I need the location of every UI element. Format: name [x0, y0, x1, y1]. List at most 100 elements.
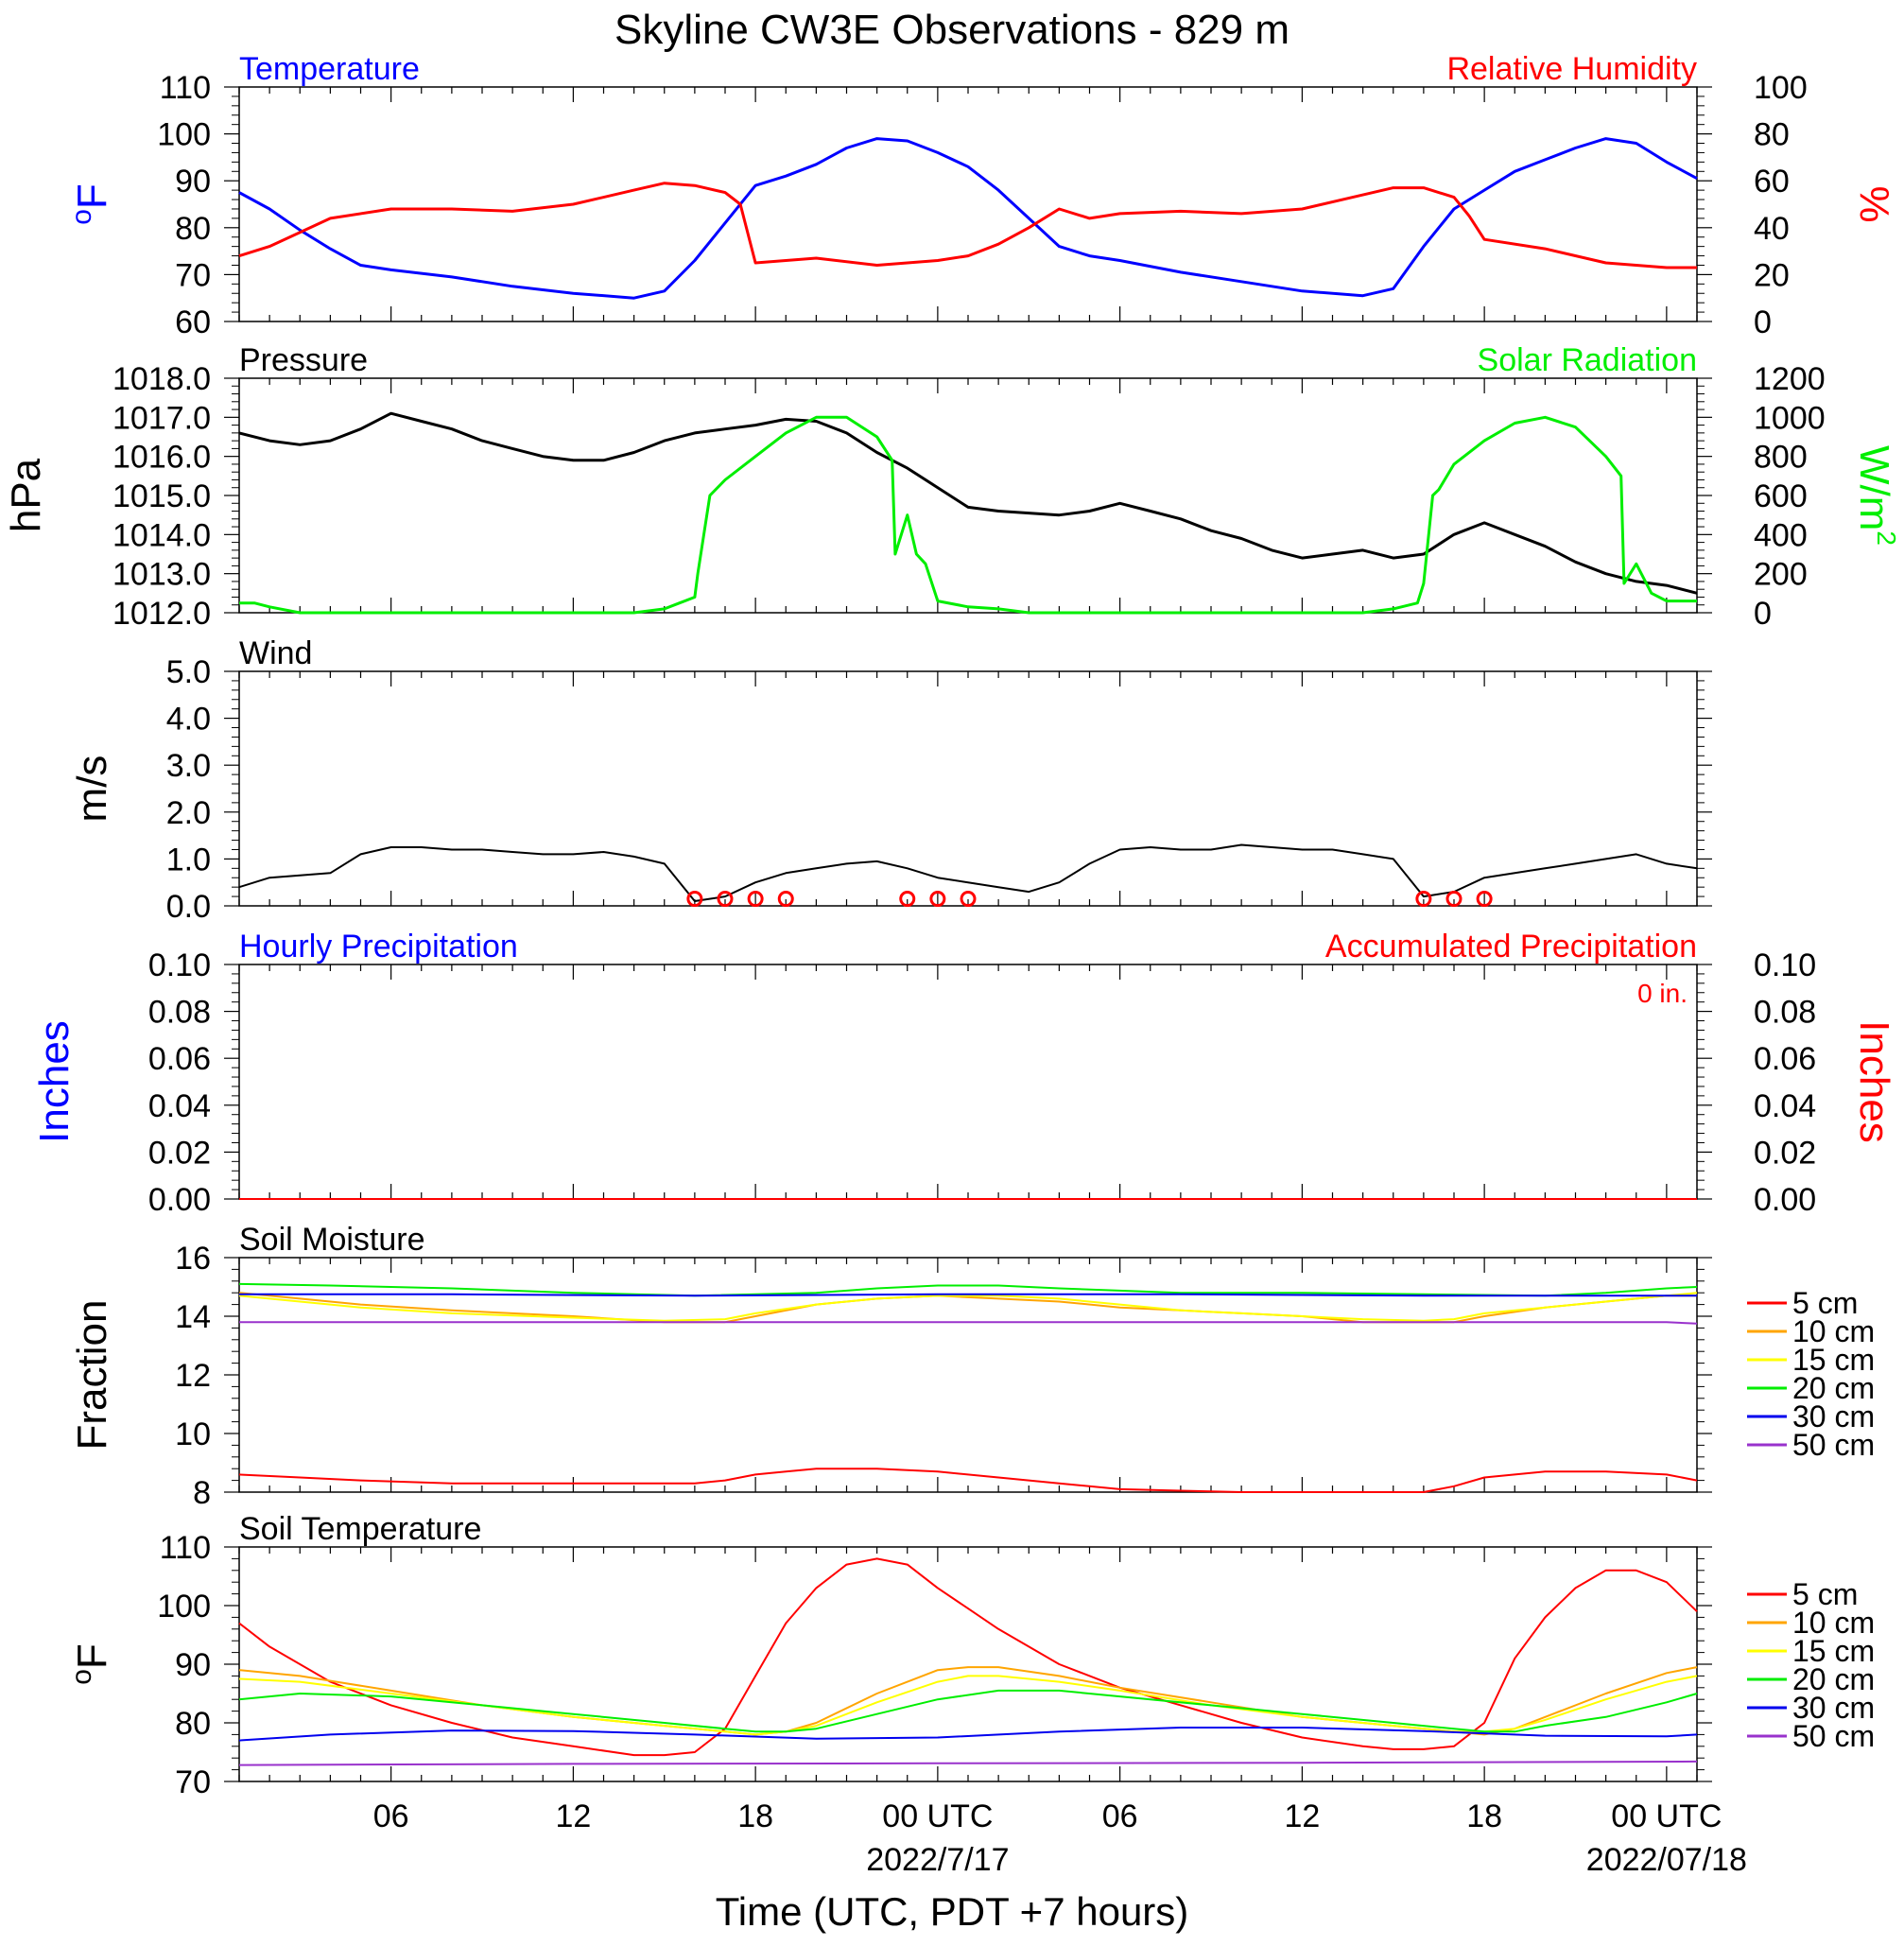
x-tick-date: 2022/07/18: [1586, 1842, 1747, 1878]
panel-wind: 0.0 1.0 2.0 3.0 4.0 5.0 Wind m/s: [69, 635, 1712, 925]
y-tick-label-left: 80: [175, 1706, 211, 1742]
y-tick-label-right: 0.02: [1754, 1135, 1816, 1171]
series-line-temperature: [238, 137, 1698, 300]
degree-f: F: [69, 183, 115, 209]
x-axis-label: Time (UTC, PDT +7 hours): [716, 1889, 1189, 1934]
y-tick-label-left: 0.04: [148, 1088, 211, 1124]
y-tick-label-right: 0: [1754, 304, 1772, 340]
y-tick-label-left: 4.0: [166, 702, 211, 738]
y-axis-label-right: W/m2: [1851, 445, 1901, 546]
series-line-pressure: [238, 411, 1698, 595]
legend-label: 15 cm: [1792, 1343, 1875, 1377]
y-axis-label-right-sup: 2: [1872, 530, 1901, 546]
y-axis-label-right-text: W/m: [1851, 445, 1897, 530]
series-line-5-cm: [238, 1557, 1698, 1757]
y-tick-label-left: 0.06: [148, 1041, 211, 1077]
calm-wind-marker: [686, 891, 703, 908]
y-axis-label-right: %: [1851, 185, 1897, 222]
y-tick-label-left: 3.0: [166, 748, 211, 784]
series-line-10-cm: [238, 1292, 1697, 1324]
y-tick-label-left: 0.02: [148, 1135, 211, 1171]
y-tick-label-right: 0: [1754, 596, 1772, 632]
y-tick-label-right: 80: [1754, 117, 1790, 153]
series-line-30-cm: [238, 1727, 1698, 1742]
calm-wind-marker: [960, 891, 977, 908]
panel-frame: [238, 1257, 1698, 1493]
calm-wind-marker: [717, 891, 734, 908]
y-axis-label-right-text: %: [1851, 185, 1897, 222]
series-line-30-cm: [239, 1293, 1697, 1297]
series-line-relative-humidity: [238, 182, 1697, 269]
panel-frame: [238, 964, 1698, 1200]
panel-title-left: Temperature: [239, 51, 420, 87]
y-tick-label-left: 10: [175, 1416, 211, 1452]
y-tick-label-left: 1012.0: [113, 596, 211, 632]
y-axis-label-left: oF: [66, 183, 115, 225]
y-tick-label-left: 14: [175, 1299, 211, 1335]
panel-temperature_humidity: 60 70 80 90 100 110 0 20 40 60 80 100 Temperature Rel…: [66, 51, 1897, 340]
y-tick-label-right: 0.06: [1754, 1041, 1816, 1077]
legend-label: 30 cm: [1792, 1399, 1875, 1433]
y-tick-label-left: 1015.0: [113, 478, 211, 514]
legend-label: 5 cm: [1792, 1577, 1858, 1611]
y-tick-label-right: 200: [1754, 557, 1808, 593]
y-axis-label-right-text: Inches: [1851, 1020, 1897, 1143]
x-tick-label: 06: [1102, 1798, 1138, 1834]
y-tick-label-right: 1000: [1754, 400, 1826, 436]
panel-soil_temperature: 70 80 90 100 110 Soil Temperature oF: [66, 1511, 1712, 1800]
y-tick-label-left: 0.00: [148, 1182, 211, 1218]
y-axis-label-right: Inches: [1851, 1020, 1897, 1143]
series-line-20-cm: [238, 1689, 1698, 1733]
y-tick-label-right: 1200: [1754, 361, 1826, 397]
y-tick-label-right: 20: [1754, 257, 1790, 293]
series-line-5-cm: [238, 1468, 1698, 1493]
panel-title-left: Hourly Precipitation: [239, 929, 518, 964]
y-tick-label-left: 12: [175, 1358, 211, 1394]
calm-wind-marker: [777, 891, 794, 908]
y-tick-label-right: 0.08: [1754, 995, 1816, 1031]
calm-wind-marker: [1415, 891, 1432, 908]
y-tick-label-left: 1014.0: [113, 517, 211, 553]
y-tick-label-right: 100: [1754, 70, 1808, 106]
calm-wind-marker: [899, 891, 916, 908]
y-tick-label-left: 2.0: [166, 795, 211, 831]
x-tick-label: 12: [1284, 1798, 1320, 1834]
panel-title-left: Soil Moisture: [239, 1222, 425, 1258]
x-tick-label: 00 UTC: [1611, 1798, 1722, 1834]
y-tick-label-right: 60: [1754, 164, 1790, 200]
y-tick-label-left: 80: [175, 211, 211, 247]
legend-label: 5 cm: [1792, 1286, 1858, 1320]
calm-wind-marker: [1445, 891, 1463, 908]
y-tick-label-left: 90: [175, 164, 211, 200]
y-axis-label-left: oF: [66, 1643, 115, 1685]
panel-frame: [238, 377, 1698, 614]
y-tick-label-left: 70: [175, 1764, 211, 1800]
chart-title: Skyline CW3E Observations - 829 m: [614, 7, 1290, 53]
series-line-15-cm: [238, 1292, 1698, 1322]
y-tick-label-left: 0.10: [148, 947, 211, 983]
x-axis: 06 12 18 00 UTC 2022/7/17 06 12 18 00 UTC 2022/07…: [373, 1798, 1747, 1878]
legend-label: 50 cm: [1792, 1719, 1875, 1753]
legend-label: 10 cm: [1792, 1314, 1875, 1348]
y-axis-label-left: m/s: [69, 756, 115, 823]
y-axis-label-left: Inches: [31, 1020, 78, 1143]
panel-title-left: Pressure: [239, 342, 368, 378]
y-tick-label-right: 40: [1754, 211, 1790, 247]
y-tick-label-right: 0.04: [1754, 1088, 1816, 1124]
series-line-15-cm: [238, 1675, 1698, 1736]
panel-frame: [238, 1546, 1698, 1782]
y-tick-label-left: 70: [175, 257, 211, 293]
legend-label: 50 cm: [1792, 1428, 1875, 1462]
y-tick-label-left: 0.08: [148, 995, 211, 1031]
legend-label: 20 cm: [1792, 1371, 1875, 1405]
panel-precipitation: 0.00 0.02 0.04 0.06 0.08 0.10 0.00 0.02 0.04 0.06…: [31, 929, 1897, 1218]
x-tick-label: 18: [737, 1798, 773, 1834]
panel-annotation: 0 in.: [1637, 979, 1688, 1008]
calm-wind-marker: [929, 891, 946, 908]
legend-label: 30 cm: [1792, 1691, 1875, 1725]
y-tick-label-left: 110: [160, 1530, 211, 1566]
y-tick-label-left: 0.0: [166, 889, 211, 925]
series-line-20-cm: [238, 1282, 1698, 1297]
